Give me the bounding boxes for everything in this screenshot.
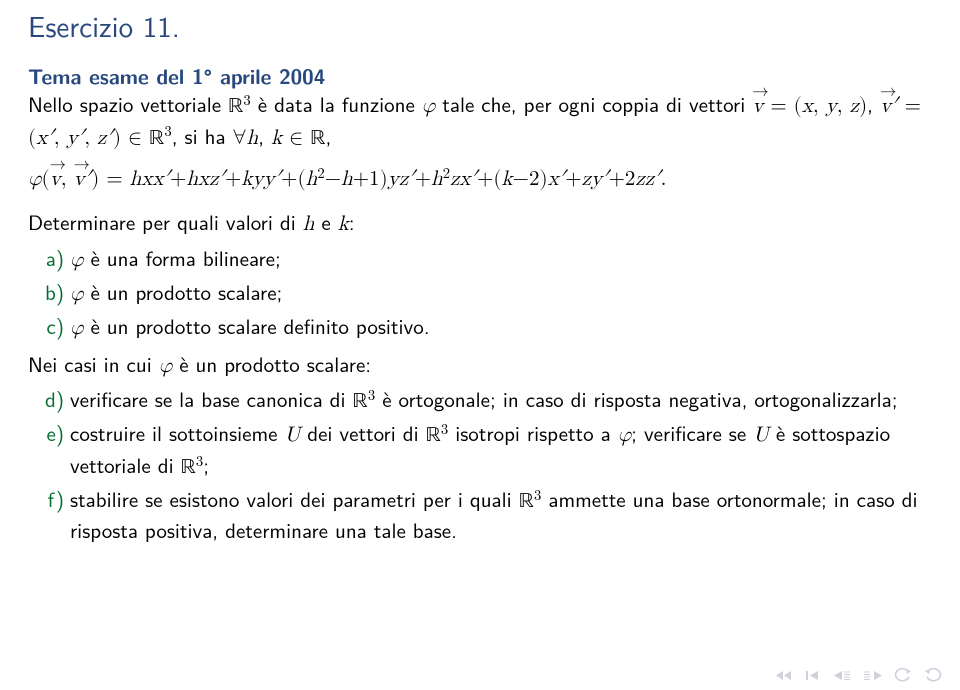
nav-first-slide[interactable] (776, 669, 794, 682)
nav-back-icon (894, 668, 912, 682)
nav-prev-subsection[interactable] (834, 669, 852, 682)
nav-back[interactable] (894, 668, 912, 682)
item-text: φ è una forma bilineare; (70, 243, 281, 273)
nav-prev-section[interactable] (806, 669, 822, 682)
item-b: b)φ è un prodotto scalare; (70, 278, 932, 309)
nav-prev-section-icon (806, 669, 822, 682)
item-label: d) (32, 385, 64, 413)
nav-prev-sub-icon (834, 669, 852, 682)
item-text: stabilire se esistono valori dei paramet… (70, 484, 918, 545)
list-2: d)verificare se la base canonica di ℝ3 è… (28, 385, 932, 545)
nav-next-sub-icon (864, 669, 882, 682)
display-formula: φ(v, v′) = hxx′+hxz′+kyy′+(h2−h+1)yz′+h2… (28, 163, 932, 194)
nav-next-subsection[interactable] (864, 669, 882, 682)
slide-page: Esercizio 11. Tema esame del 1° aprile 2… (0, 0, 960, 690)
mid-line: Nei casi in cui φ è un prodotto scalare: (28, 350, 932, 381)
item-c: c)φ è un prodotto scalare definito posit… (70, 312, 932, 343)
intro-paragraph: Tema esame del 1° aprile 2004 Nello spaz… (28, 62, 932, 153)
item-d: d)verificare se la base canonica di ℝ3 è… (70, 385, 932, 416)
nav-forward-icon (924, 668, 942, 682)
item-text: costruire il sottoinsieme U dei vettori … (70, 418, 890, 479)
list-1: a)φ è una forma bilineare; b)φ è un prod… (28, 244, 932, 344)
item-a: a)φ è una forma bilineare; (70, 244, 932, 275)
item-label: b) (32, 278, 64, 306)
nav-forward[interactable] (924, 668, 942, 682)
beamer-nav (776, 668, 942, 682)
intro-rest: Nello spazio vettoriale ℝ3 è data la fun… (28, 89, 921, 150)
item-label: a) (32, 244, 64, 272)
determine-line: Determinare per quali valori di h e k: (28, 208, 932, 239)
item-label: e) (32, 419, 64, 447)
slide-body: Tema esame del 1° aprile 2004 Nello spaz… (28, 62, 932, 545)
item-text: verificare se la base canonica di ℝ3 è o… (70, 384, 898, 414)
item-e: e)costruire il sottoinsieme U dei vettor… (70, 419, 932, 482)
nav-first-icon (776, 669, 794, 682)
intro-bold: Tema esame del 1° aprile 2004 (28, 61, 325, 91)
item-f: f)stabilire se esistono valori dei param… (70, 485, 932, 545)
item-label: c) (32, 312, 64, 340)
item-text: φ è un prodotto scalare definito positiv… (70, 311, 430, 341)
item-label: f) (32, 485, 64, 513)
slide-title: Esercizio 11. (28, 4, 932, 46)
item-text: φ è un prodotto scalare; (70, 277, 282, 307)
